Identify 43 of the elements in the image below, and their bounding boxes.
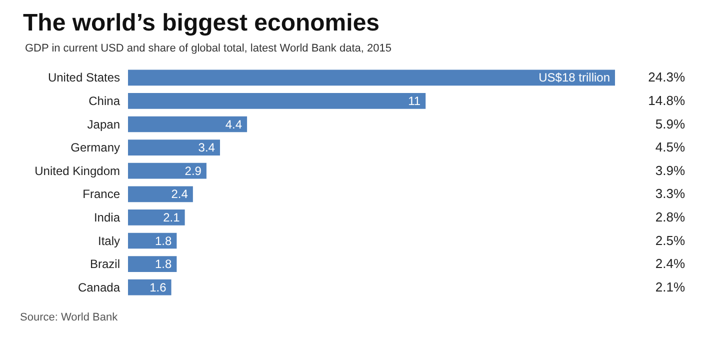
- bar: [128, 93, 426, 109]
- bar: [128, 140, 220, 156]
- text: 3.9%: [655, 162, 686, 178]
- data-label: US$18 trillion: [538, 70, 610, 85]
- y-tick-label: Canada: [78, 280, 120, 294]
- y-tick-label: Germany: [70, 140, 120, 155]
- chart-title: The world’s biggest economies: [23, 10, 380, 36]
- data-label: 3.4: [198, 140, 216, 155]
- data-label: 2.9: [184, 164, 202, 178]
- text: 2.5%: [655, 232, 686, 248]
- bar: [128, 116, 248, 132]
- bar: [128, 186, 193, 202]
- data-label: 1.6: [150, 280, 167, 294]
- text: 24.3%: [648, 70, 686, 85]
- y-tick-label: France: [82, 187, 120, 202]
- bar: [128, 162, 206, 179]
- text: 14.8%: [648, 92, 686, 108]
- y-tick-label: Brazil: [90, 257, 120, 272]
- bar: [128, 279, 172, 296]
- text: 2.4%: [655, 256, 686, 272]
- data-label: 4.4: [225, 117, 242, 132]
- y-tick-label: Japan: [87, 117, 120, 132]
- y-tick-label: India: [94, 210, 120, 224]
- y-tick-label: China: [88, 94, 120, 108]
- bar: [128, 256, 177, 272]
- data-label: 2.1: [163, 210, 180, 224]
- chart-subtitle: GDP in current USD and share of global total, latest World Bank data, 2015: [25, 42, 392, 54]
- data-label: 11: [408, 94, 421, 108]
- text: 5.9%: [655, 116, 686, 132]
- data-label: 1.8: [155, 234, 172, 248]
- y-tick-label: Italy: [98, 234, 120, 248]
- bar: [128, 210, 185, 226]
- text: 2.1%: [655, 279, 686, 294]
- source-note: Source: World Bank: [20, 312, 118, 324]
- bar: [128, 232, 177, 249]
- text: 2.8%: [655, 209, 686, 224]
- y-tick-label: United States: [48, 70, 120, 85]
- data-label: 1.8: [155, 257, 172, 272]
- data-label: 2.4: [171, 187, 188, 202]
- bar: [128, 70, 615, 86]
- text: 4.5%: [655, 140, 686, 155]
- y-tick-label: United Kingdom: [34, 164, 120, 178]
- text: 3.3%: [655, 186, 686, 202]
